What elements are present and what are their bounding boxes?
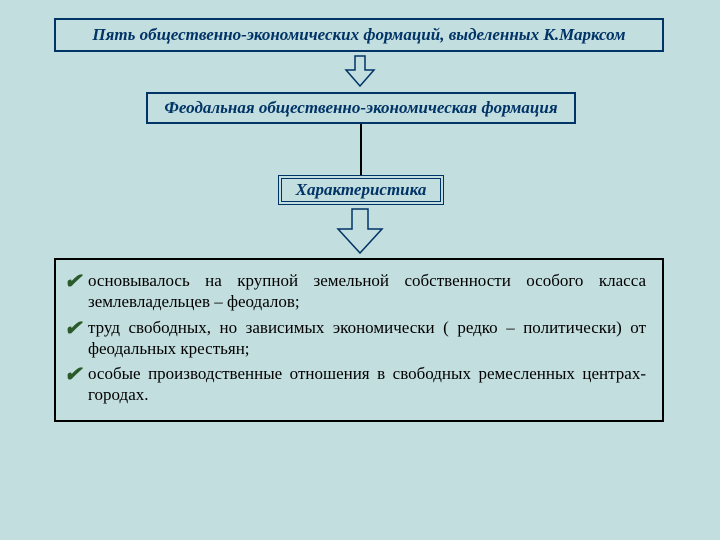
list-item-text: особые производственные отношения в своб… <box>88 364 646 404</box>
feudal-box: Феодальная общественно-экономическая фор… <box>146 92 576 124</box>
check-icon: ✔ <box>64 315 82 341</box>
arrow-down-2 <box>334 207 386 255</box>
arrow-down-1 <box>342 54 378 88</box>
title-box: Пять общественно-экономических формаций,… <box>54 18 664 52</box>
list-item: ✔ основывалось на крупной земельной собс… <box>68 270 646 313</box>
feudal-text: Феодальная общественно-экономическая фор… <box>164 98 557 118</box>
check-icon: ✔ <box>64 361 82 387</box>
list-item-text: основывалось на крупной земельной собств… <box>88 271 646 311</box>
bullets-box: ✔ основывалось на крупной земельной собс… <box>54 258 664 422</box>
characteristic-box: Характеристика <box>278 175 444 205</box>
characteristic-text: Характеристика <box>296 180 427 200</box>
list-item: ✔ труд свободных, но зависимых экономиче… <box>68 317 646 360</box>
check-icon: ✔ <box>64 268 82 294</box>
title-text: Пять общественно-экономических формаций,… <box>92 25 625 45</box>
list-item: ✔ особые производственные отношения в св… <box>68 363 646 406</box>
list-item-text: труд свободных, но зависимых экономическ… <box>88 318 646 358</box>
connector-line <box>360 124 362 175</box>
bullets-list: ✔ основывалось на крупной земельной собс… <box>68 270 646 406</box>
